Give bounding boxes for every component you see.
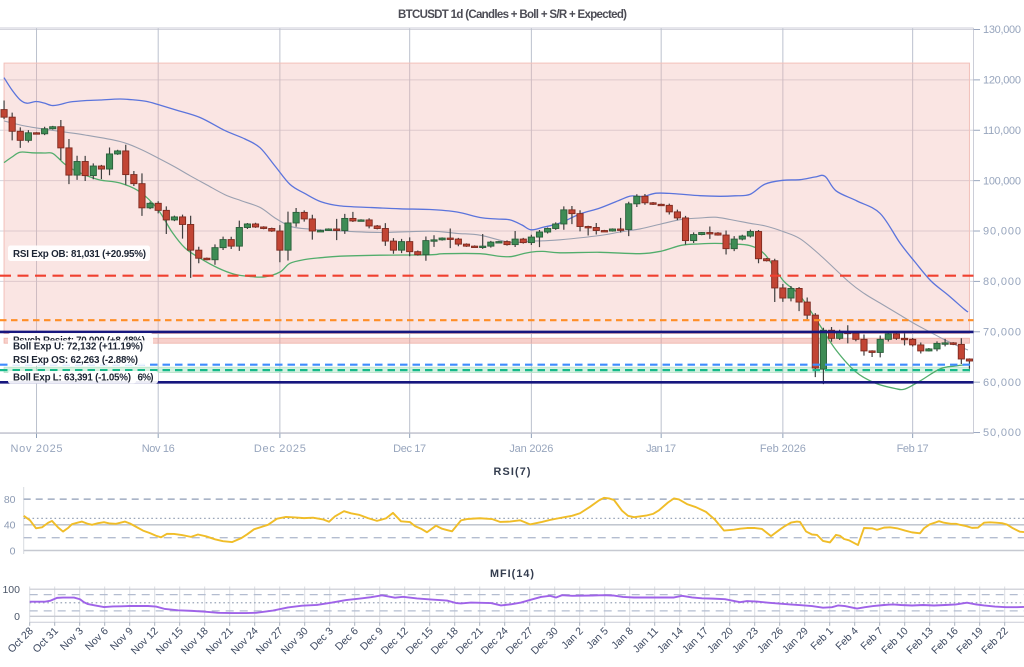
svg-text:Jan 2026: Jan 2026	[509, 443, 553, 455]
svg-text:0: 0	[10, 545, 16, 557]
svg-text:90,000: 90,000	[983, 226, 1021, 238]
svg-text:MFI(14): MFI(14)	[490, 568, 534, 580]
svg-text:Boll Exp U: 72,132 (+11.19%): Boll Exp U: 72,132 (+11.19%)	[13, 342, 143, 353]
svg-text:100: 100	[2, 584, 20, 596]
svg-text:Dec 2025: Dec 2025	[254, 443, 306, 455]
svg-text:RSI(7): RSI(7)	[494, 466, 531, 478]
svg-text:120,000: 120,000	[983, 75, 1021, 87]
svg-text:100,000: 100,000	[983, 175, 1021, 187]
svg-text:RSI Exp OB: 81,031 (+20.95%): RSI Exp OB: 81,031 (+20.95%)	[13, 249, 146, 260]
svg-text:6%): 6%)	[138, 373, 154, 384]
svg-text:Nov 16: Nov 16	[142, 443, 175, 455]
svg-text:RSI Exp OS: 62,263 (-2.88%): RSI Exp OS: 62,263 (-2.88%)	[13, 355, 138, 366]
svg-text:Nov 2025: Nov 2025	[11, 443, 63, 455]
svg-text:0: 0	[14, 611, 20, 623]
svg-text:Jan 17: Jan 17	[646, 443, 676, 455]
svg-text:130,000: 130,000	[983, 24, 1021, 36]
svg-text:Dec 17: Dec 17	[393, 443, 426, 455]
svg-text:40: 40	[4, 520, 16, 532]
svg-text:70,000: 70,000	[983, 326, 1021, 338]
svg-text:Boll Exp L: 63,391 (-1.05%): Boll Exp L: 63,391 (-1.05%)	[13, 373, 131, 384]
svg-text:110,000: 110,000	[983, 125, 1021, 137]
svg-text:80: 80	[4, 494, 16, 506]
svg-text:Feb 17: Feb 17	[897, 443, 929, 455]
svg-text:50,000: 50,000	[983, 427, 1021, 439]
svg-text:80,000: 80,000	[983, 276, 1021, 288]
svg-text:60,000: 60,000	[983, 377, 1021, 389]
svg-text:Feb 2026: Feb 2026	[760, 443, 806, 455]
svg-text:BTCUSDT 1d (Candles + Boll + S: BTCUSDT 1d (Candles + Boll + S/R + Expec…	[398, 9, 627, 21]
